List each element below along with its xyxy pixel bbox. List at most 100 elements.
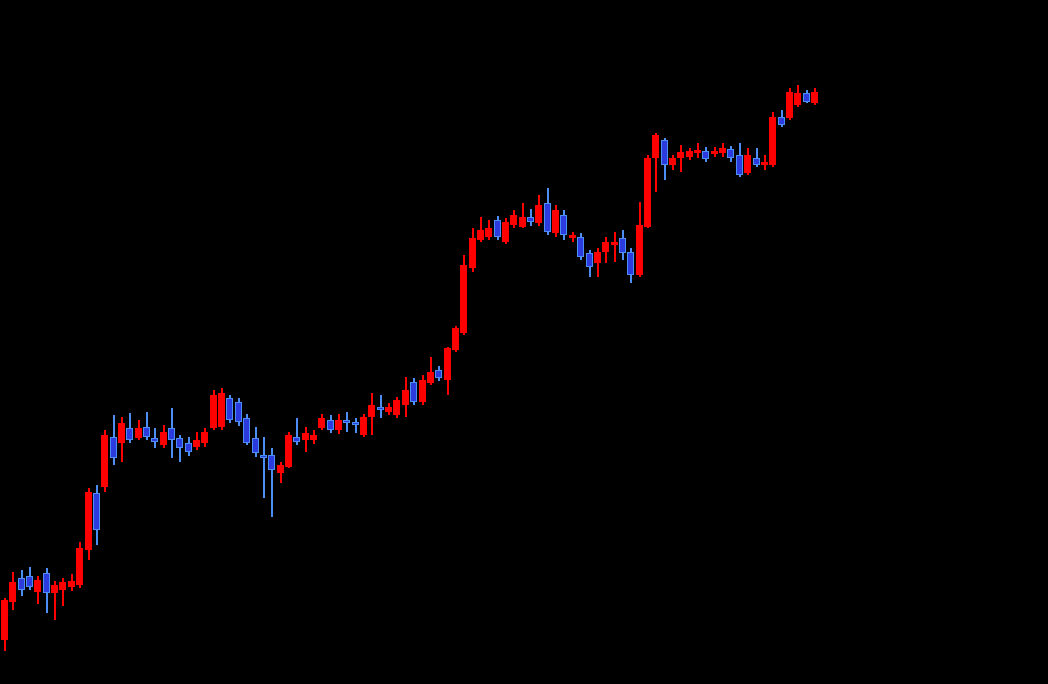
candle-body-down: [577, 237, 584, 257]
candle-wick: [380, 395, 382, 418]
candle-wick: [62, 578, 64, 606]
candle-body-up: [385, 407, 392, 412]
candle-body-up: [602, 242, 609, 252]
candle-body-up: [794, 93, 801, 105]
candle-body-down: [252, 438, 259, 453]
candle-body-up: [419, 380, 426, 402]
candle-body-down: [627, 252, 634, 275]
candle-body-up: [302, 433, 309, 440]
candle-body-up: [51, 585, 58, 593]
candle-body-up: [460, 265, 467, 333]
candle-body-down: [26, 576, 33, 587]
candle-body-down: [544, 203, 551, 232]
candle-body-up: [694, 150, 701, 153]
candle-body-up: [711, 151, 718, 154]
candle-body-up: [444, 348, 451, 380]
candle-body-down: [110, 437, 117, 458]
candle-body-up: [569, 235, 576, 238]
candle-body-down: [727, 149, 734, 158]
candle-body-up: [485, 228, 492, 237]
candle-body-up: [9, 582, 16, 602]
candle-body-up: [644, 158, 651, 227]
candle-body-up: [686, 151, 693, 157]
candle-body-down: [410, 382, 417, 402]
candle-body-down: [151, 438, 158, 442]
candle-body-up: [201, 432, 208, 443]
candle-body-up: [786, 92, 793, 118]
candle-body-down: [803, 93, 810, 102]
candle-body-up: [535, 205, 542, 223]
candle-body-up: [160, 432, 167, 445]
candle-body-down: [327, 420, 334, 430]
candle-body-up: [285, 435, 292, 467]
candle-body-up: [218, 393, 225, 427]
candle-body-up: [118, 423, 125, 443]
candle-wick: [430, 357, 432, 385]
candle-body-up: [85, 492, 92, 550]
candle-body-up: [277, 465, 284, 473]
candle-body-up: [519, 217, 526, 227]
candle-body-down: [235, 402, 242, 422]
candle-wick: [296, 418, 298, 445]
candle-wick: [179, 435, 181, 462]
candle-body-down: [778, 117, 785, 125]
candle-body-up: [611, 242, 618, 245]
candle-body-down: [268, 455, 275, 470]
candle-body-up: [335, 420, 342, 430]
candle-body-up: [34, 580, 41, 592]
candle-body-down: [586, 253, 593, 267]
candle-body-up: [452, 328, 459, 350]
candle-wick: [54, 581, 56, 620]
candle-body-down: [435, 370, 442, 378]
candle-wick: [263, 437, 265, 498]
candle-body-up: [427, 372, 434, 383]
candle-body-up: [368, 405, 375, 417]
candle-body-up: [744, 155, 751, 173]
candle-body-up: [310, 435, 317, 440]
candle-wick: [271, 448, 273, 517]
candle-body-down: [352, 422, 359, 425]
candle-body-up: [402, 390, 409, 405]
candle-body-down: [226, 398, 233, 420]
candle-wick: [355, 418, 357, 433]
candle-body-down: [43, 573, 50, 593]
candle-body-down: [753, 158, 760, 165]
candle-body-up: [469, 238, 476, 268]
candle-body-down: [527, 217, 534, 222]
candle-body-down: [343, 420, 350, 423]
candle-body-up: [769, 117, 776, 165]
candle-body-up: [636, 225, 643, 275]
candle-body-down: [293, 437, 300, 442]
candle-wick: [756, 148, 758, 167]
candle-body-down: [736, 155, 743, 175]
candle-body-up: [68, 581, 75, 587]
candle-body-up: [1, 600, 8, 640]
candle-body-up: [669, 158, 676, 165]
candle-body-up: [393, 400, 400, 415]
candle-body-up: [101, 435, 108, 487]
candle-body-down: [702, 151, 709, 159]
candle-body-up: [761, 162, 768, 165]
candle-wick: [655, 133, 657, 192]
candle-body-up: [719, 148, 726, 153]
candle-body-down: [176, 438, 183, 448]
candle-body-down: [661, 140, 668, 165]
candle-wick: [614, 232, 616, 262]
candle-body-down: [126, 428, 133, 440]
candle-body-down: [168, 428, 175, 440]
candle-wick: [522, 203, 524, 228]
candle-body-up: [210, 395, 217, 428]
candle-body-up: [477, 230, 484, 240]
candle-body-up: [318, 418, 325, 428]
candle-body-down: [143, 427, 150, 437]
candle-wick: [480, 217, 482, 242]
candle-body-up: [193, 440, 200, 447]
candle-body-down: [243, 418, 250, 443]
candle-body-up: [811, 92, 818, 103]
candle-body-down: [619, 238, 626, 253]
candle-body-down: [93, 493, 100, 530]
candle-body-up: [552, 210, 559, 233]
candle-body-up: [76, 548, 83, 585]
candle-wick: [680, 145, 682, 172]
